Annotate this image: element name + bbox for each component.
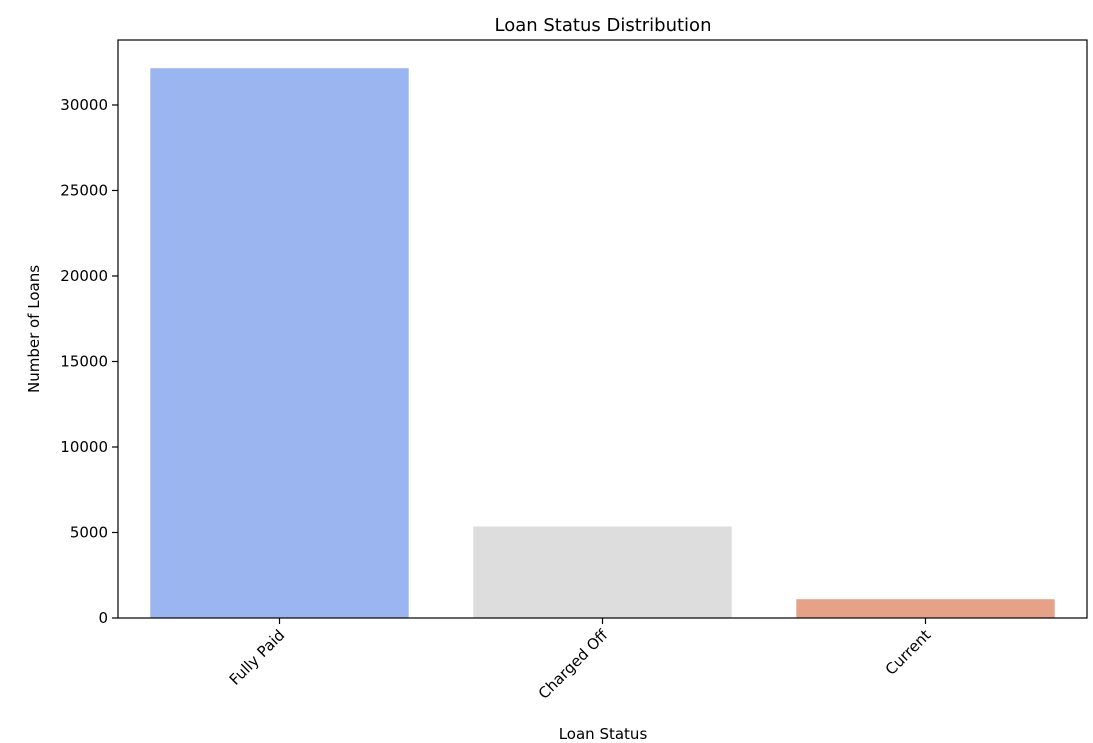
y-tick-label: 0	[98, 609, 108, 627]
y-tick-label: 5000	[70, 523, 108, 541]
x-axis: Fully Paid Charged Off Current	[226, 618, 935, 703]
y-tick-label: 30000	[60, 96, 108, 114]
y-tick-label: 20000	[60, 267, 108, 285]
y-tick-label: 10000	[60, 438, 108, 456]
y-axis-title: Number of Loans	[25, 265, 43, 393]
bar-charged-off	[473, 526, 732, 618]
bar-current	[796, 599, 1055, 618]
x-tick-label: Current	[882, 626, 935, 679]
y-axis: 0 5000 10000 15000 20000 25000 30000	[60, 96, 118, 627]
y-tick-label: 15000	[60, 352, 108, 370]
y-tick-label: 25000	[60, 181, 108, 199]
x-tick-label: Charged Off	[535, 626, 612, 703]
bars-group	[150, 68, 1055, 618]
x-tick-label: Fully Paid	[226, 626, 289, 689]
x-axis-title: Loan Status	[559, 725, 648, 743]
bar-fully-paid	[150, 68, 409, 618]
chart-title: Loan Status Distribution	[495, 15, 712, 36]
